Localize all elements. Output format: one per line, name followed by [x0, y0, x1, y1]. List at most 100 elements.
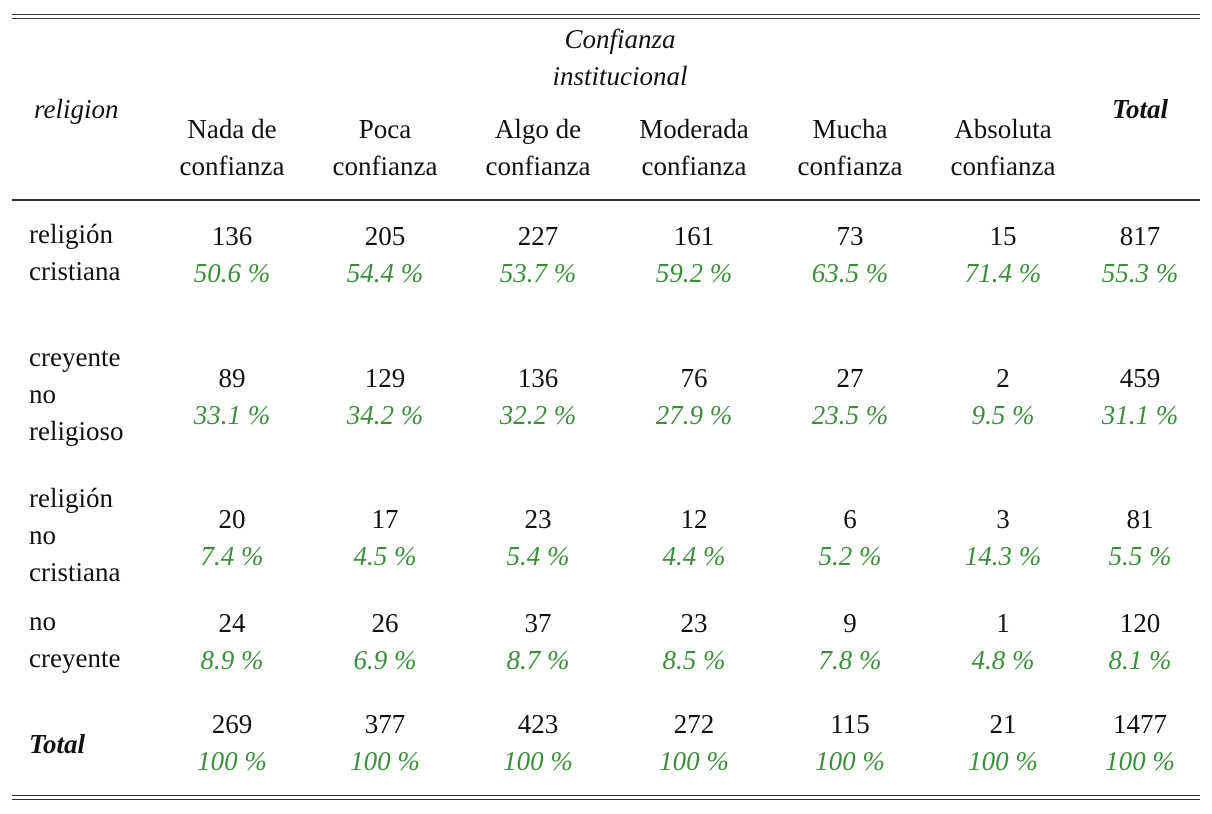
table-cell: 26 6.9 % [310, 605, 460, 679]
top-rule-inner [12, 18, 1200, 19]
cell-count: 2 [996, 362, 1010, 393]
column-header-line: confianza [485, 151, 591, 181]
cell-count: 17 [371, 503, 399, 534]
cell-count: 24 [218, 608, 246, 638]
table-cell: 76 27.9 % [619, 360, 769, 434]
cell-count: 26 [371, 608, 399, 638]
cell-count: 459 [1119, 362, 1161, 393]
row-label-line: religioso [29, 416, 124, 446]
cell-count: 20 [218, 503, 246, 534]
column-header-line: confianza [950, 151, 1056, 181]
column-header-line: Algo de [494, 114, 582, 144]
bottom-rule [12, 795, 1200, 796]
cell-count: 9 [843, 608, 857, 638]
cell-percent: 34.2 % [346, 399, 424, 430]
table-cell: 23 5.4 % [463, 501, 613, 575]
column-header: Moderada confianza [614, 111, 774, 185]
column-header-line: Poca [358, 114, 412, 144]
total-cell: 377 100 % [310, 706, 460, 780]
cell-percent: 32.2 % [499, 399, 577, 430]
top-rule [12, 14, 1200, 15]
table-cell: 817 55.3 % [1065, 218, 1212, 292]
total-cell: 1477 100 % [1065, 706, 1212, 780]
cell-percent: 53.7 % [499, 258, 577, 288]
cell-percent: 8.5 % [662, 645, 726, 675]
row-label-line: religión [29, 483, 113, 513]
column-header-line: Mucha [812, 114, 888, 144]
table-cell: 6 5.2 % [775, 501, 925, 575]
table-cell: 17 4.5 % [310, 501, 460, 575]
cell-count: 227 [517, 221, 559, 251]
cell-count: 136 [211, 221, 253, 251]
cell-percent: 100 % [197, 746, 267, 776]
cell-count: 21 [989, 709, 1017, 739]
cell-count: 1477 [1113, 709, 1167, 739]
cell-percent: 4.4 % [662, 540, 726, 571]
table-cell: 27 23.5 % [775, 360, 925, 434]
table-cell: 24 8.9 % [157, 605, 307, 679]
row-label: no creyente [29, 603, 120, 677]
cell-count: 23 [524, 503, 552, 534]
cell-percent: 100 % [659, 746, 729, 776]
cell-count: 136 [517, 362, 559, 393]
row-label-line: no [29, 606, 56, 636]
cell-percent: 50.6 % [193, 258, 271, 288]
cell-percent: 5.2 % [818, 540, 882, 571]
cell-count: 27 [836, 362, 864, 393]
table-cell: 161 59.2 % [619, 218, 769, 292]
cell-percent: 23.5 % [811, 399, 889, 430]
cell-percent: 6.9 % [353, 645, 417, 675]
row-variable-label: religion [34, 94, 119, 124]
column-header-line: Nada de [187, 114, 277, 144]
table-cell: 120 8.1 % [1065, 605, 1212, 679]
table-cell: 81 5.5 % [1065, 501, 1212, 575]
total-cell: 272 100 % [619, 706, 769, 780]
cell-percent: 8.9 % [200, 645, 264, 675]
total-cell: 269 100 % [157, 706, 307, 780]
cell-percent: 100 % [503, 746, 573, 776]
cell-count: 817 [1119, 221, 1161, 251]
cell-count: 269 [211, 709, 253, 739]
table-cell: 89 33.1 % [157, 360, 307, 434]
total-cell: 21 100 % [928, 706, 1078, 780]
cell-percent: 8.1 % [1108, 645, 1172, 675]
cell-count: 12 [680, 503, 708, 534]
row-label-line: no [29, 520, 56, 550]
column-header: Algo de confianza [458, 111, 618, 185]
cell-percent: 100 % [815, 746, 885, 776]
cell-percent: 59.2 % [655, 258, 733, 288]
table-cell: 9 7.8 % [775, 605, 925, 679]
table-cell: 2 9.5 % [928, 360, 1078, 434]
row-label-line: creyente [29, 342, 121, 372]
total-cell: 115 100 % [775, 706, 925, 780]
table-cell: 205 54.4 % [310, 218, 460, 292]
cell-count: 73 [836, 221, 864, 251]
cell-percent: 71.4 % [964, 258, 1042, 288]
table-cell: 3 14.3 % [928, 501, 1078, 575]
cell-percent: 33.1 % [193, 399, 271, 430]
cell-percent: 9.5 % [971, 399, 1035, 430]
table-cell: 12 4.4 % [619, 501, 769, 575]
column-header: Absoluta confianza [923, 111, 1083, 185]
cell-count: 1 [996, 608, 1010, 638]
table-cell: 1 4.8 % [928, 605, 1078, 679]
cell-count: 161 [673, 221, 715, 251]
column-header-line: confianza [797, 151, 903, 181]
column-group-title-line2: institucional [552, 61, 688, 91]
total-column-header: Total [1111, 94, 1169, 124]
cell-percent: 31.1 % [1101, 399, 1179, 430]
table-cell: 459 31.1 % [1065, 360, 1212, 434]
table-cell: 73 63.5 % [775, 218, 925, 292]
cell-percent: 63.5 % [811, 258, 889, 288]
row-label-line: creyente [29, 643, 121, 673]
cell-percent: 100 % [968, 746, 1038, 776]
cell-count: 6 [843, 503, 857, 534]
table-cell: 15 71.4 % [928, 218, 1078, 292]
row-label: religión no cristiana [29, 480, 120, 591]
cell-percent: 5.5 % [1108, 540, 1172, 571]
column-header-line: Absoluta [954, 114, 1052, 144]
column-group-title: Confianza institucional [470, 21, 770, 95]
cell-count: 205 [364, 221, 406, 251]
column-header-line: confianza [641, 151, 747, 181]
column-header: Mucha confianza [770, 111, 930, 185]
